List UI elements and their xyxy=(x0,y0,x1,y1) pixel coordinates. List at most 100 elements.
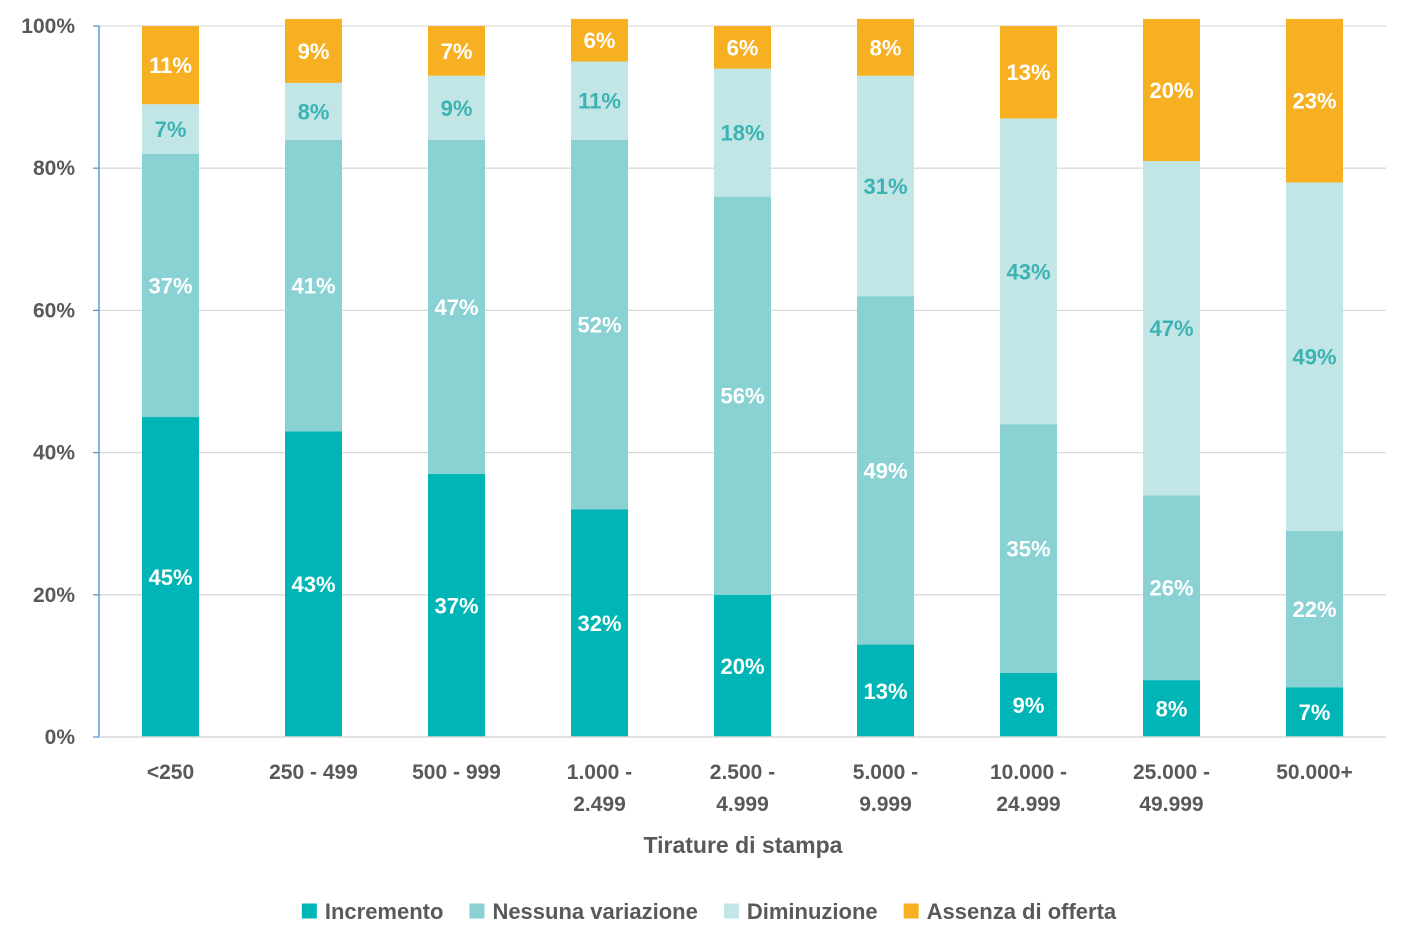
legend-label: Diminuzione xyxy=(747,899,878,924)
data-label: 8% xyxy=(298,99,330,124)
data-label: 45% xyxy=(148,565,192,590)
data-label: 18% xyxy=(720,121,764,146)
data-label: 41% xyxy=(291,274,335,299)
bar-segment xyxy=(571,61,628,140)
data-label: 9% xyxy=(298,39,330,64)
data-label: 49% xyxy=(863,458,907,483)
bar-segment xyxy=(714,68,771,197)
x-tick-label: 1.000 - xyxy=(567,761,632,784)
bar-segment xyxy=(1143,161,1200,496)
x-tick-label: 9.999 xyxy=(859,793,912,816)
data-label: 43% xyxy=(291,572,335,597)
data-label: 13% xyxy=(1006,60,1050,85)
bar-segment xyxy=(714,196,771,595)
x-tick-label: 2.500 - xyxy=(710,761,775,784)
bar-segment xyxy=(142,104,199,154)
x-tick-label: 50.000+ xyxy=(1276,761,1353,784)
bar-segment xyxy=(1000,26,1057,119)
data-label: 35% xyxy=(1006,537,1050,562)
legend-swatch xyxy=(301,903,317,919)
data-label: 32% xyxy=(577,611,621,636)
data-labels: 45% 37% 7% 11% 43% 41% 8% 9% 37% 47% 9% 7% 32% 52% 11%… xyxy=(148,28,1336,725)
bar-segment xyxy=(571,18,628,62)
axes: 0% 20% 40% 60% 80% 100% <250 250 - 499 500 - 999… xyxy=(21,15,1386,816)
data-label: 52% xyxy=(577,313,621,338)
bar-segment xyxy=(571,139,628,510)
data-label: 43% xyxy=(1006,259,1050,284)
bar-segment xyxy=(428,139,485,474)
data-label: 20% xyxy=(1149,78,1193,103)
data-label: 22% xyxy=(1292,597,1336,622)
bar-segment xyxy=(1000,118,1057,425)
bar-segment xyxy=(1143,18,1200,162)
x-tick-label: 500 - 999 xyxy=(412,761,501,784)
data-label: 56% xyxy=(720,384,764,409)
bar-segment xyxy=(1286,18,1343,183)
data-label: 6% xyxy=(584,28,616,53)
data-label: 8% xyxy=(870,35,902,60)
x-tick-label: 250 - 499 xyxy=(269,761,358,784)
bar-segment xyxy=(428,75,485,140)
bar-segment xyxy=(285,18,342,83)
x-tick-label: <250 xyxy=(147,761,194,784)
bar-segment xyxy=(1143,680,1200,737)
legend-swatch xyxy=(469,903,485,919)
x-tick-label: 10.000 - xyxy=(990,761,1067,784)
y-tick-label: 40% xyxy=(33,442,75,465)
x-tick-label: 25.000 - xyxy=(1133,761,1210,784)
bar-segment xyxy=(714,26,771,69)
data-label: 37% xyxy=(148,274,192,299)
data-label: 9% xyxy=(441,96,473,121)
data-label: 20% xyxy=(720,654,764,679)
bar-segment xyxy=(857,75,914,297)
data-label: 31% xyxy=(863,174,907,199)
bar-segment xyxy=(1143,495,1200,681)
bar-segment xyxy=(857,296,914,645)
data-label: 8% xyxy=(1156,697,1188,722)
legend-swatch xyxy=(903,903,919,919)
bar-segment xyxy=(857,18,914,76)
legend: Incremento Nessuna variazione Diminuzione A… xyxy=(301,899,1117,924)
bar-segment xyxy=(428,473,485,737)
data-label: 13% xyxy=(863,679,907,704)
legend-label: Incremento xyxy=(325,899,444,924)
x-tick-label: 2.499 xyxy=(573,793,626,816)
data-label: 47% xyxy=(434,295,478,320)
data-label: 37% xyxy=(434,593,478,618)
legend-label: Assenza di offerta xyxy=(927,899,1117,924)
x-tick-label: 49.999 xyxy=(1139,793,1203,816)
bar-segment xyxy=(1286,182,1343,531)
bar-segment xyxy=(142,26,199,105)
legend-swatch xyxy=(723,903,739,919)
bar-segment xyxy=(857,644,914,737)
bar-segment xyxy=(1286,530,1343,688)
data-label: 11% xyxy=(578,89,621,114)
bar-segment xyxy=(1000,424,1057,674)
x-tick-label: 5.000 - xyxy=(853,761,918,784)
y-tick-label: 80% xyxy=(33,157,75,180)
bar-segment xyxy=(285,431,342,737)
bar-segment xyxy=(428,26,485,76)
bar-segment xyxy=(571,509,628,737)
data-label: 26% xyxy=(1149,576,1193,601)
bar-segment xyxy=(142,417,199,737)
data-label: 11% xyxy=(149,53,192,78)
data-label: 49% xyxy=(1292,345,1336,370)
data-label: 9% xyxy=(1013,693,1045,718)
legend-label: Nessuna variazione xyxy=(492,899,697,924)
bar-segment xyxy=(142,153,199,418)
data-label: 6% xyxy=(727,35,759,60)
data-label: 7% xyxy=(155,117,187,142)
x-axis-title: Tirature di stampa xyxy=(644,832,843,858)
bar-segment xyxy=(285,82,342,140)
bar-segment xyxy=(1000,673,1057,737)
bar-segment xyxy=(285,139,342,432)
bars xyxy=(142,18,1343,737)
y-tick-label: 60% xyxy=(33,299,75,322)
bar-segment xyxy=(714,594,771,737)
y-tick-label: 20% xyxy=(33,584,75,607)
bar-segment xyxy=(1286,687,1343,737)
y-tick-label: 100% xyxy=(21,15,75,38)
